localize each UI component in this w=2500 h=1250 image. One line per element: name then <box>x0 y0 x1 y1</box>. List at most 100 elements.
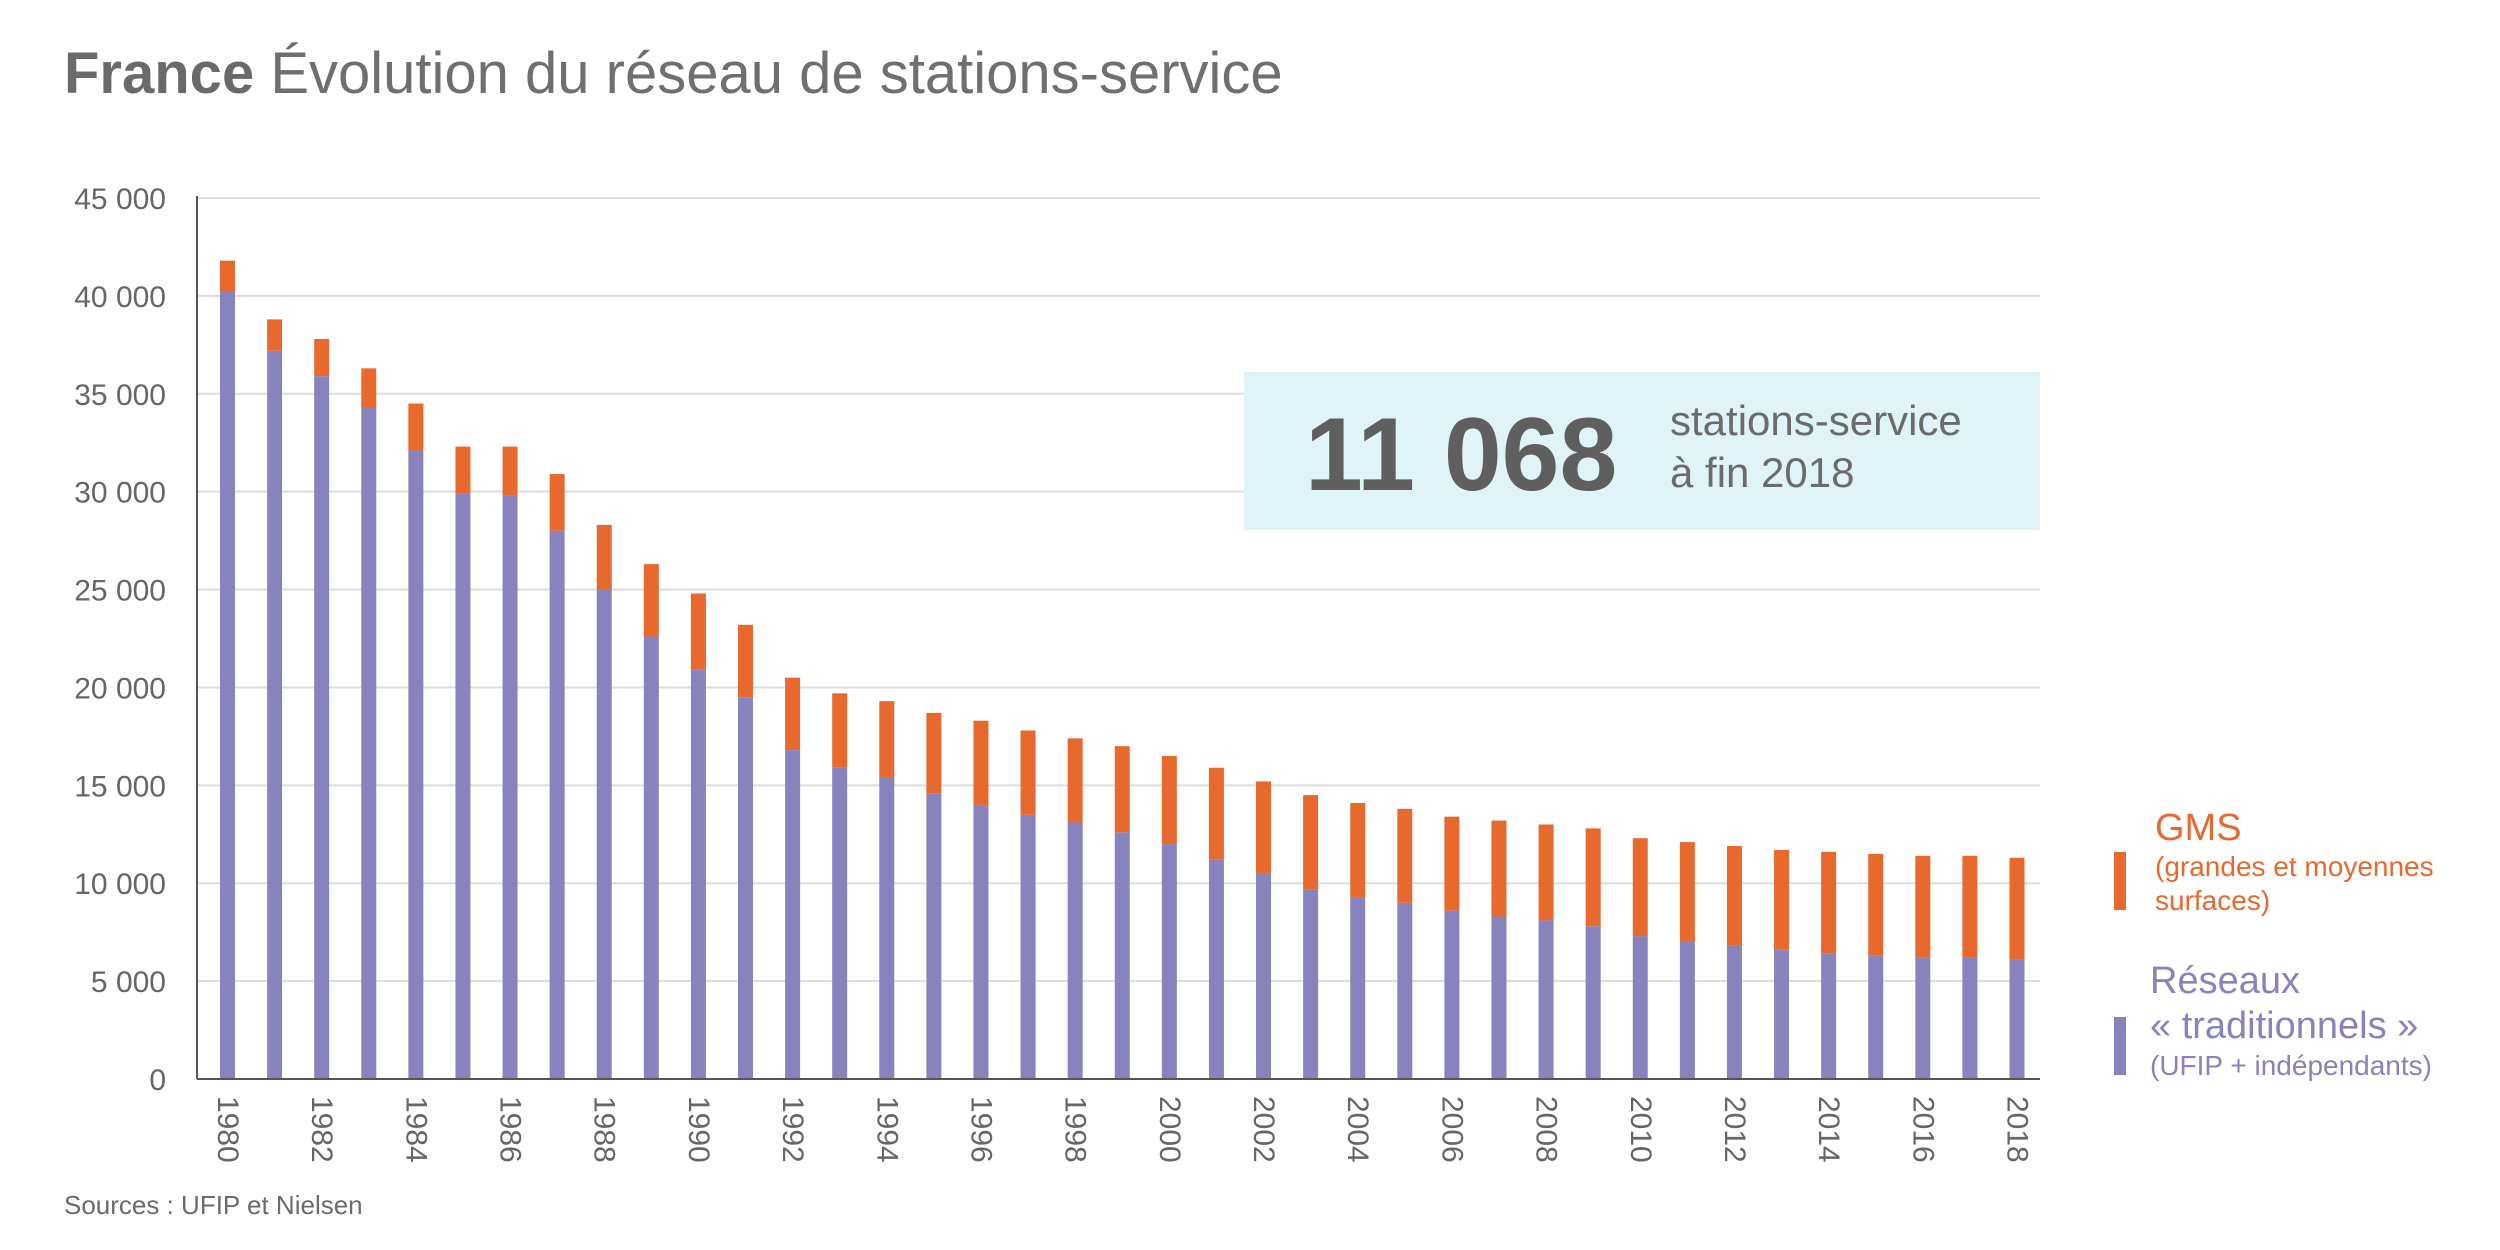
bar-traditional-1987 <box>549 530 565 1079</box>
y-tick-label: 15 000 <box>74 770 166 803</box>
bar-traditional-1991 <box>738 697 754 1079</box>
legend-gms-detail-1: (grandes et moyennes <box>2155 851 2434 882</box>
y-axis-ticks: 0 5 000 10 000 15 000 20 000 25 000 30 000 35 0… <box>74 183 166 1097</box>
x-tick-label: 2006 <box>1435 1096 1468 1163</box>
bar-traditional-2008 <box>1538 920 1554 1079</box>
bar-gms-1988 <box>596 524 612 590</box>
y-tick-label: 20 000 <box>74 672 166 705</box>
y-tick-label: 0 <box>149 1064 166 1097</box>
bar-traditional-1989 <box>643 636 659 1079</box>
bar-traditional-2013 <box>1774 949 1790 1079</box>
bar-gms-1981 <box>267 319 283 351</box>
bar-gms-2006 <box>1444 816 1460 911</box>
bar-traditional-2016 <box>1915 957 1931 1079</box>
x-tick-label: 2014 <box>1812 1096 1845 1163</box>
axes <box>196 196 2040 1080</box>
bar-gms-2005 <box>1397 808 1413 903</box>
x-tick-label: 1982 <box>305 1096 338 1163</box>
bar-gms-1999 <box>1114 746 1130 833</box>
bar-gms-1996 <box>973 720 989 805</box>
x-tick-label: 1988 <box>588 1096 621 1163</box>
bar-gms-2012 <box>1726 846 1742 946</box>
bar-gms-1989 <box>643 564 659 637</box>
bar-traditional-1981 <box>267 350 283 1079</box>
x-tick-label: 1984 <box>399 1096 432 1163</box>
x-tick-label: 1998 <box>1059 1096 1092 1163</box>
bar-gms-2010 <box>1632 838 1648 937</box>
bar-traditional-2017 <box>1962 957 1978 1079</box>
bar-gms-2011 <box>1679 842 1695 942</box>
x-axis-ticks: 1980 1982 1984 1986 1988 1990 1992 1994 1996 1998… <box>211 1096 2034 1163</box>
bar-traditional-1990 <box>690 669 706 1079</box>
y-tick-label: 45 000 <box>74 183 166 216</box>
bar-gms-1985 <box>455 446 471 494</box>
legend-gms-swatch <box>2114 852 2126 910</box>
bar-traditional-1986 <box>502 495 518 1079</box>
title-country: France <box>64 41 255 106</box>
legend: GMS (grandes et moyennes surfaces) Résea… <box>2114 807 2434 1081</box>
x-tick-label: 2010 <box>1624 1096 1657 1163</box>
legend-traditional-name-1: Réseaux <box>2150 960 2300 1002</box>
bar-gms-1980 <box>220 260 235 292</box>
bar-traditional-2000 <box>1161 844 1177 1079</box>
legend-traditional-name-2: « traditionnels » <box>2150 1005 2418 1047</box>
x-tick-label: 1980 <box>211 1096 244 1163</box>
callout-line2: à fin 2018 <box>1670 449 1855 496</box>
bar-traditional-1997 <box>1020 814 1036 1079</box>
bar-gms-1983 <box>361 368 377 408</box>
bar-traditional-1983 <box>361 407 377 1080</box>
bar-gms-2016 <box>1915 855 1931 958</box>
bar-traditional-2010 <box>1632 936 1648 1079</box>
bar-traditional-1995 <box>926 793 942 1079</box>
bar-traditional-2004 <box>1350 896 1366 1079</box>
bar-traditional-2015 <box>1868 955 1884 1079</box>
callout-background <box>1244 372 2040 530</box>
callout-line1: stations-service <box>1670 397 1962 444</box>
x-tick-label: 1994 <box>870 1096 903 1163</box>
x-tick-label: 1992 <box>776 1096 809 1163</box>
y-tick-label: 30 000 <box>74 477 166 510</box>
bar-gms-2018 <box>2009 857 2025 960</box>
bar-gms-1998 <box>1067 738 1083 823</box>
y-tick-label: 40 000 <box>74 281 166 314</box>
bar-traditional-1998 <box>1067 822 1083 1079</box>
bar-gms-1993 <box>832 693 848 768</box>
x-tick-label: 2018 <box>2001 1096 2034 1163</box>
bar-traditional-1993 <box>832 767 848 1079</box>
bar-traditional-1999 <box>1114 832 1130 1079</box>
x-tick-label: 2008 <box>1530 1096 1563 1163</box>
bar-traditional-2018 <box>2009 959 2025 1079</box>
x-tick-label: 2002 <box>1247 1096 1280 1163</box>
y-tick-label: 10 000 <box>74 868 166 901</box>
bar-gms-2000 <box>1161 755 1177 845</box>
x-tick-label: 2004 <box>1341 1096 1374 1163</box>
bar-traditional-1982 <box>314 376 330 1079</box>
bar-gms-1994 <box>879 701 895 778</box>
bar-traditional-1996 <box>973 804 989 1079</box>
legend-gms-detail-2: surfaces) <box>2155 885 2270 916</box>
legend-traditional-detail: (UFIP + indépendants) <box>2150 1050 2432 1081</box>
bar-traditional-2011 <box>1679 941 1695 1079</box>
bars <box>220 260 2025 1080</box>
bar-traditional-2005 <box>1397 902 1413 1079</box>
bar-gms-1982 <box>314 338 330 377</box>
callout-value: 11 068 <box>1305 397 1617 513</box>
bar-traditional-2014 <box>1821 953 1837 1079</box>
bar-gms-2009 <box>1585 828 1601 927</box>
bar-gms-2014 <box>1821 851 1837 954</box>
bar-gms-2004 <box>1350 802 1366 897</box>
bar-gms-2017 <box>1962 855 1978 958</box>
y-tick-label: 35 000 <box>74 379 166 412</box>
bar-gms-1986 <box>502 446 518 496</box>
bar-traditional-1984 <box>408 450 424 1079</box>
callout-box: 11 068 stations-service à fin 2018 <box>1244 372 2040 530</box>
bar-gms-1997 <box>1020 730 1036 815</box>
bar-gms-1990 <box>690 593 706 670</box>
bar-traditional-1994 <box>879 777 895 1079</box>
x-tick-label: 2012 <box>1718 1096 1751 1163</box>
bar-gms-2002 <box>1256 781 1272 874</box>
title-text: Évolution du réseau de stations-service <box>270 41 1283 106</box>
bar-traditional-1992 <box>785 750 801 1079</box>
bar-traditional-1980 <box>220 291 235 1079</box>
